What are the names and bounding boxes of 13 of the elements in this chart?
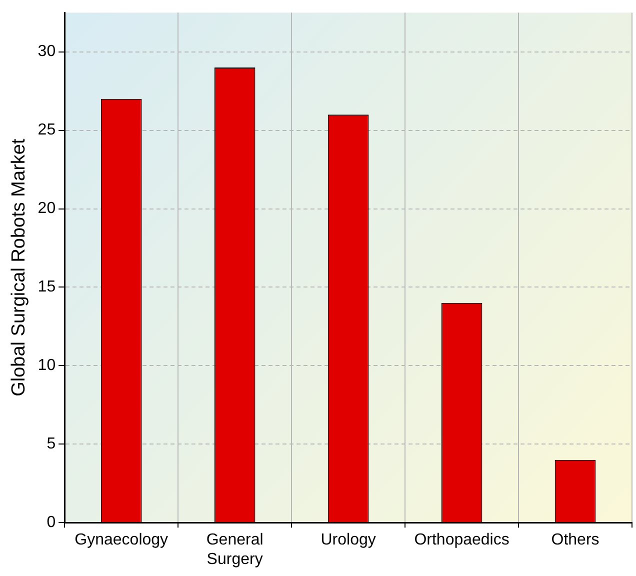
y-tick-label: 0 (46, 514, 56, 532)
y-tick-label: 25 (38, 122, 56, 139)
y-tick-label: 10 (38, 357, 56, 374)
y-tick-label: 20 (38, 200, 56, 218)
x-tick-label: Gynaecology (74, 532, 168, 549)
y-tick-label: 30 (38, 43, 56, 60)
y-tick-label: 15 (38, 278, 56, 296)
x-tick-label: Orthopaedics (414, 532, 510, 549)
x-tick-label: Others (551, 532, 600, 549)
y-tick-label: 5 (46, 436, 56, 453)
x-tick-label: General Surgery (206, 532, 264, 568)
x-tick-label: Urology (320, 532, 376, 549)
y-axis-title: Global Surgical Robots Market (8, 138, 30, 396)
